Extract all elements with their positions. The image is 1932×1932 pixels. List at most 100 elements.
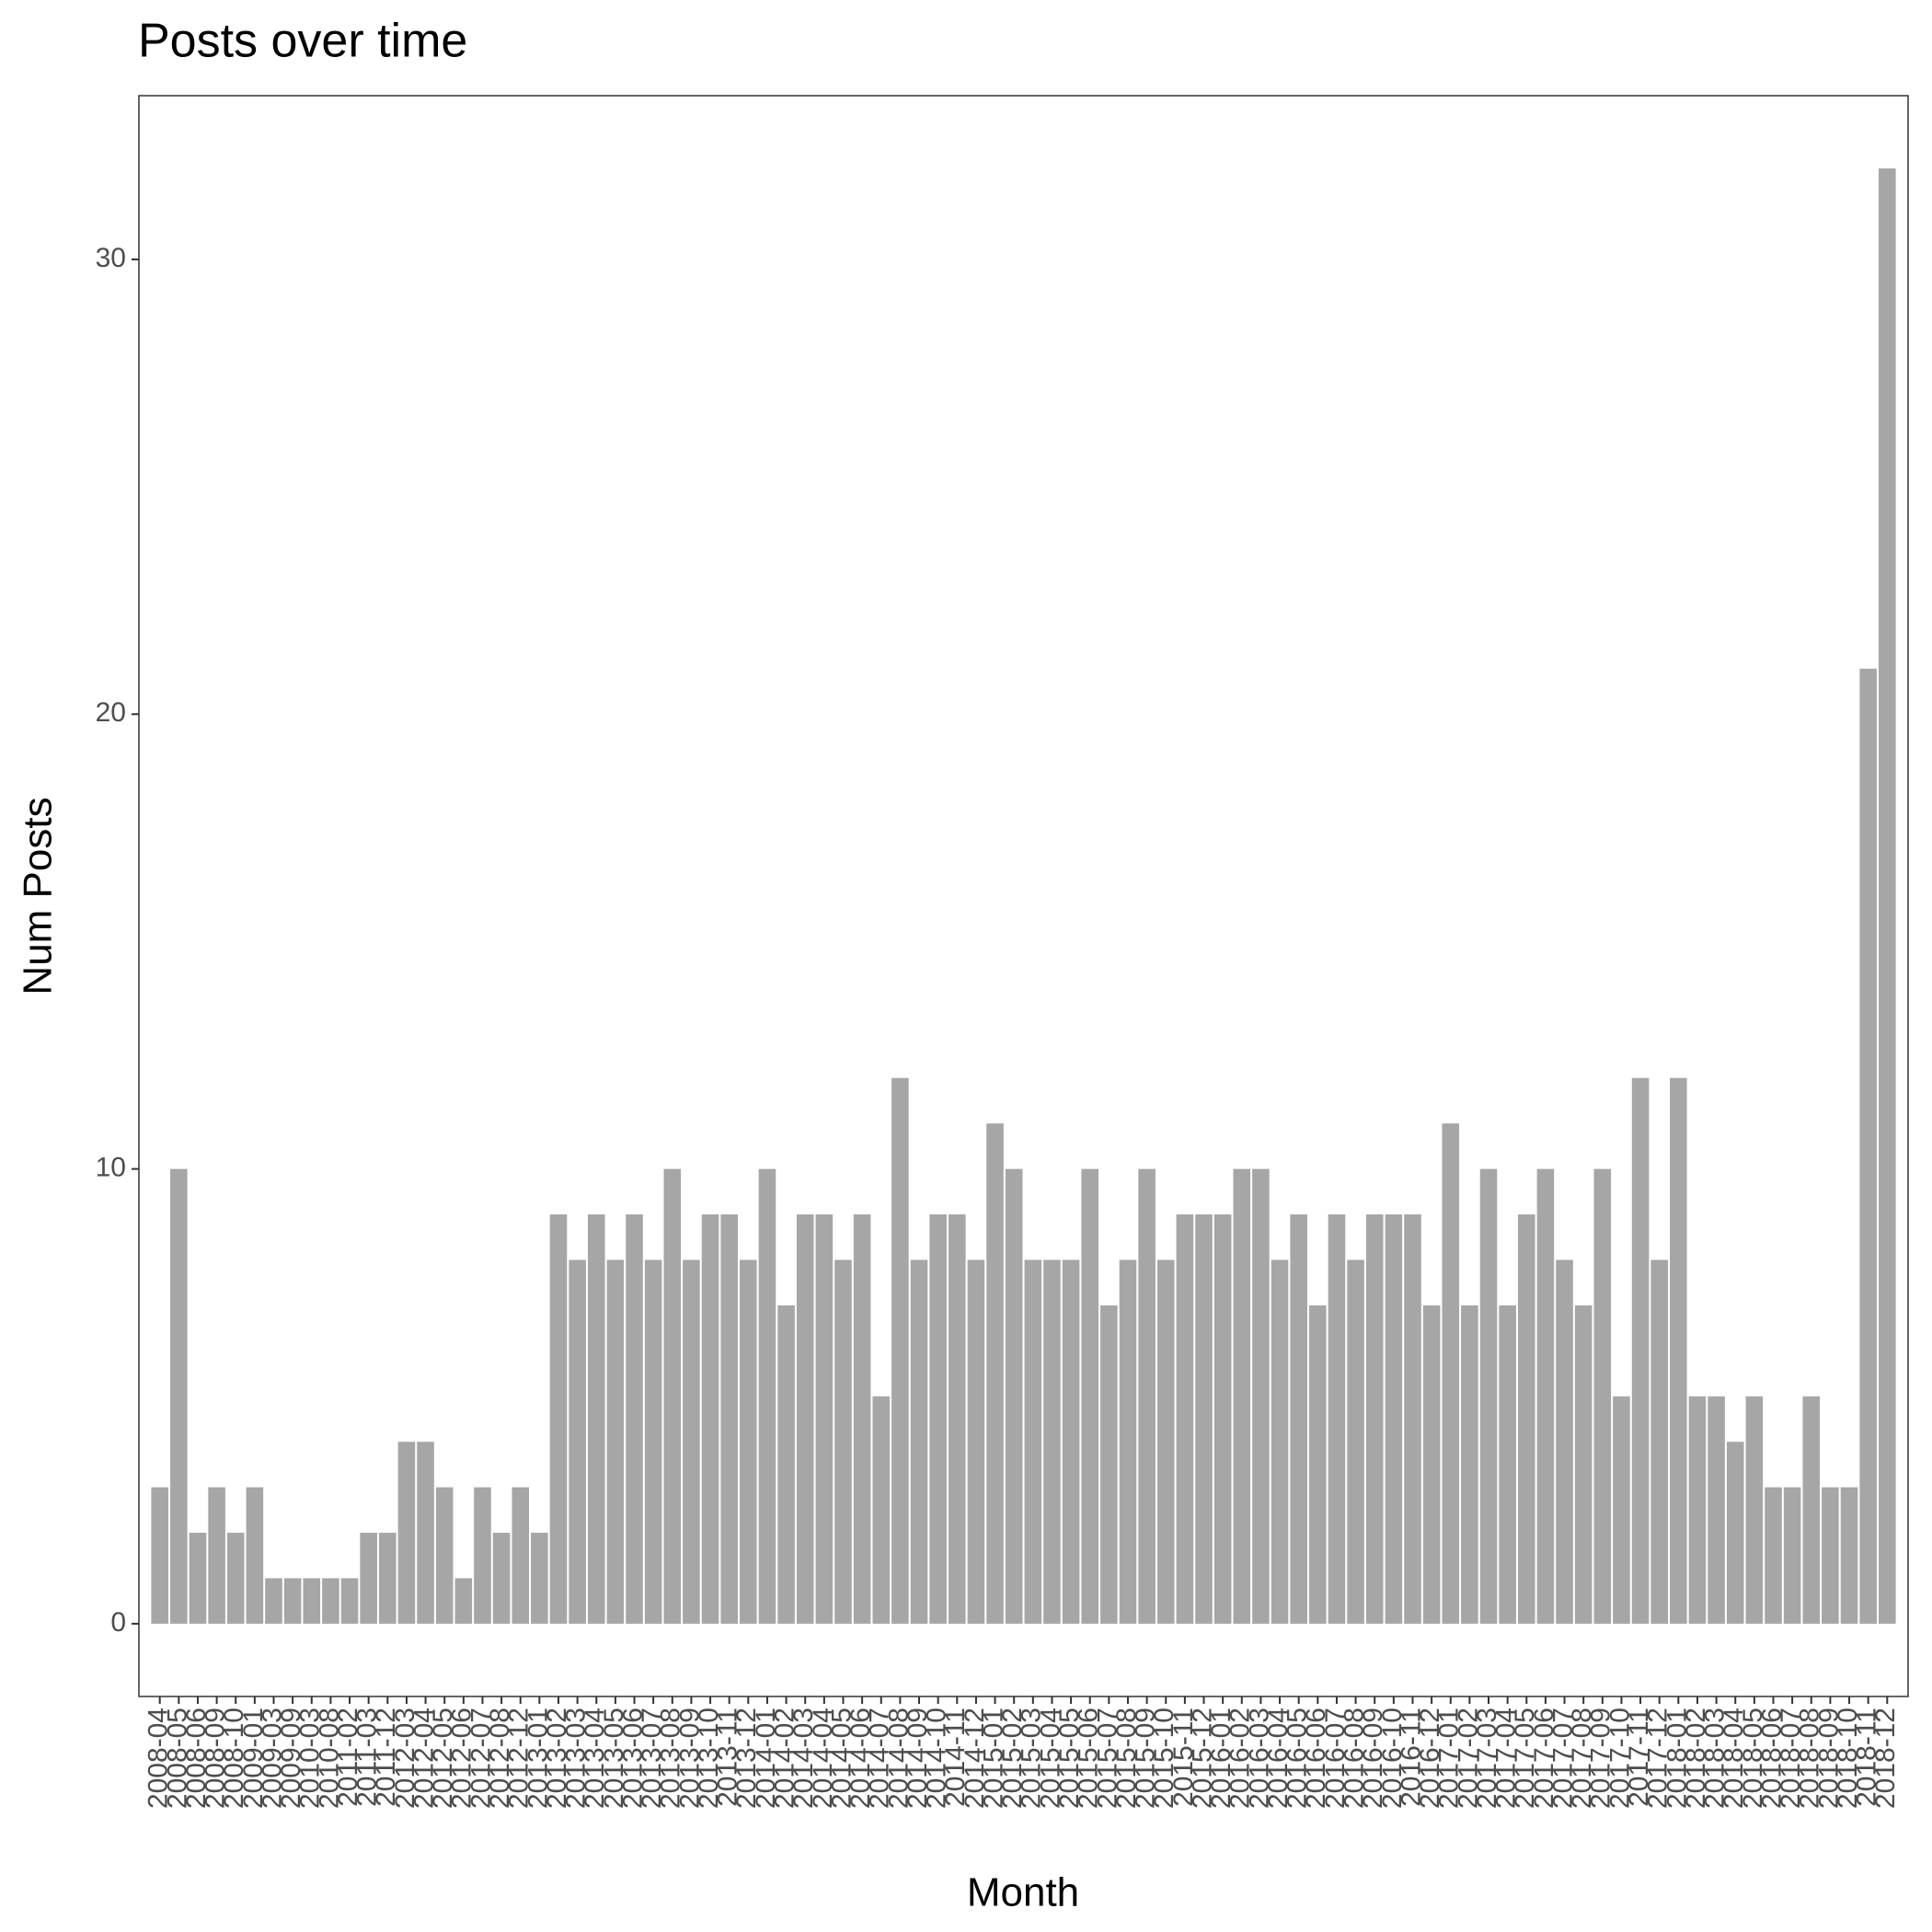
x-tick-label: 2016-01 [1206,1708,1236,1809]
x-tick-label: 2014-05 [826,1708,857,1809]
bar [1631,1077,1650,1624]
bar [1385,1214,1403,1624]
bar [626,1214,643,1624]
x-tick-label: 2014-02 [770,1708,800,1809]
bar [208,1487,225,1624]
bar [834,1259,852,1624]
x-tick-label: 2012-04 [408,1708,439,1809]
x-tick-label: 2014-11 [940,1708,971,1807]
x-tick-label: 2009-03 [257,1708,287,1809]
x-tick-label: 2016-10 [1377,1708,1408,1809]
bar [1271,1259,1289,1624]
bar [1670,1077,1687,1624]
bar [1100,1305,1118,1624]
x-tick-label: 2017-07 [1547,1708,1578,1809]
x-tick-label: 2012-05 [428,1708,458,1809]
bar [474,1487,491,1624]
x-tick-label: 2012-07 [466,1708,496,1809]
bar [1593,1168,1612,1624]
x-tick-label: 2018-05 [1738,1708,1768,1809]
x-tick-label: 2016-09 [1358,1708,1388,1809]
bar [701,1214,719,1624]
x-tick-label: 2015-11 [1168,1708,1199,1807]
x-tick-label: 2017-06 [1529,1708,1559,1809]
x-tick-label: 2014-08 [883,1708,914,1809]
bar [569,1259,586,1624]
bar [265,1578,282,1624]
bar [1062,1259,1080,1624]
x-tick-label: 2013-05 [599,1708,629,1809]
bar [1365,1214,1384,1624]
bar [1879,168,1896,1624]
bar [360,1533,377,1624]
x-tick-label: 2009-09 [276,1708,306,1809]
bar [417,1442,434,1624]
bar [986,1123,1004,1624]
bar [246,1487,264,1624]
bar [1005,1168,1023,1624]
bar [740,1259,757,1624]
bar [1479,1168,1498,1624]
bar [1765,1487,1782,1624]
bar [1708,1396,1725,1624]
bar [1461,1305,1478,1624]
x-tick-label: 2017-09 [1586,1708,1616,1809]
x-tick-label: 2016-08 [1340,1708,1370,1809]
x-tick-label: 2018-08 [1795,1708,1825,1809]
x-tick-label: 2014-06 [845,1708,876,1809]
x-tick-label: 2018-12 [1870,1708,1901,1809]
x-tick-label: 2014-10 [922,1708,952,1809]
x-tick-label: 2015-05 [1054,1708,1085,1809]
bar [1024,1259,1042,1624]
x-tick-label: 2015-01 [978,1708,1008,1809]
x-tick-label: 2017-03 [1472,1708,1502,1809]
x-tick-label: 2017-04 [1491,1708,1522,1809]
y-tick-label: 10 [96,1153,126,1183]
bar [1517,1214,1535,1624]
bar [1290,1214,1307,1624]
y-tick-label: 0 [110,1607,126,1638]
x-tick-label: 2013-03 [561,1708,592,1809]
x-tick-label: 2017-02 [1453,1708,1483,1809]
x-tick-label: 2018-04 [1719,1708,1749,1809]
bar [1574,1305,1593,1624]
bar [435,1487,454,1624]
x-tick-label: 2013-08 [656,1708,686,1809]
x-tick-label: 2013-01 [523,1708,553,1809]
x-tick-label: 2014-04 [808,1708,838,1809]
x-tick-label: 2015-04 [1035,1708,1065,1809]
x-tick-label: 2014-03 [788,1708,819,1809]
x-tick-label: 2013-10 [694,1708,724,1809]
x-tick-label: 2018-11 [1852,1708,1882,1807]
bar [512,1487,530,1624]
x-tick-label: 2013-07 [637,1708,667,1809]
x-tick-label: 2016-05 [1282,1708,1313,1809]
x-tick-label: 2013-12 [731,1708,762,1809]
bar [1043,1259,1061,1624]
bar [397,1442,416,1624]
bar [189,1533,207,1624]
x-tick-label: 2012-12 [504,1708,535,1809]
x-tick-label: 2015-10 [1149,1708,1179,1809]
x-tick-label: 2015-09 [1131,1708,1161,1809]
bar [283,1578,302,1624]
x-tick-label: 2014-12 [960,1708,990,1809]
bar [663,1168,682,1624]
bar [853,1214,871,1624]
x-tick-label: 2016-12 [1415,1708,1445,1809]
x-tick-label: 2016-11 [1396,1708,1426,1807]
bar [587,1214,605,1624]
bar [1347,1259,1364,1624]
bar [948,1214,966,1624]
bar [777,1305,795,1624]
bar [644,1259,662,1624]
x-tick-label: 2014-01 [751,1708,781,1809]
x-tick-label: 2008-06 [181,1708,212,1809]
x-tick-label: 2012-06 [447,1708,477,1809]
bar [1536,1168,1555,1624]
bar [1176,1214,1194,1624]
bar [226,1533,245,1624]
x-tick-label: 2010-08 [314,1708,344,1809]
bar [606,1259,625,1624]
